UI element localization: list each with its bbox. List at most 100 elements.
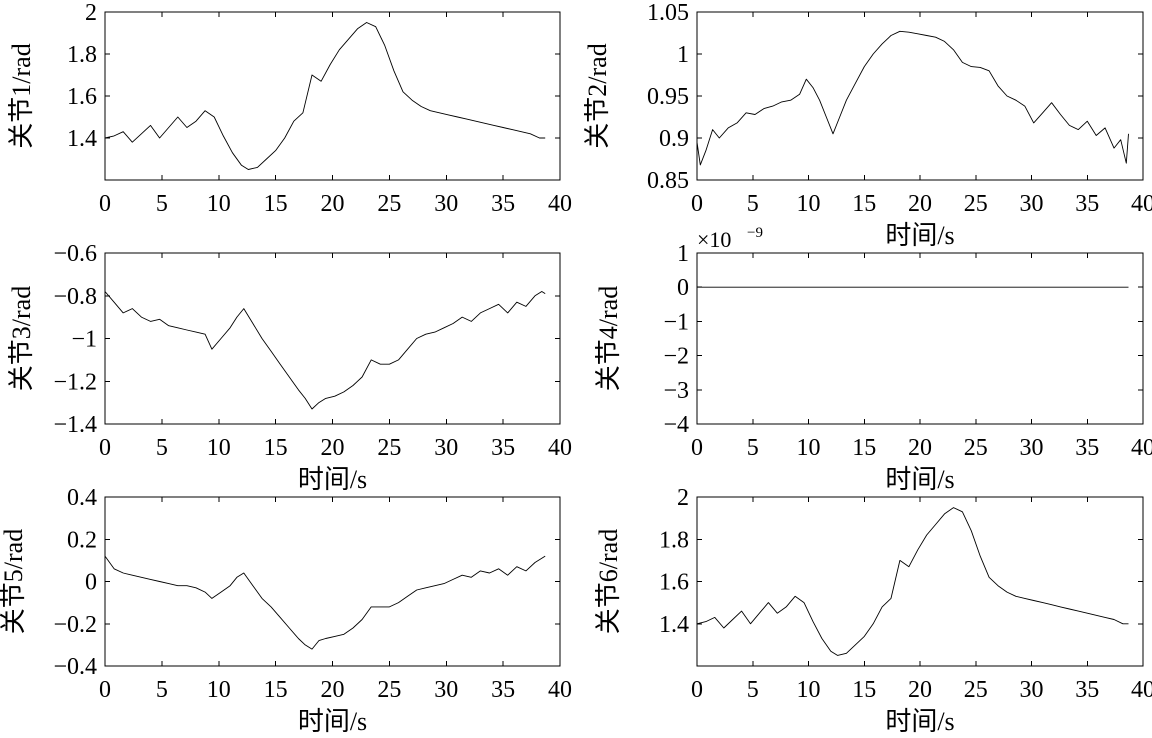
x-tick-label: 15 <box>264 435 288 461</box>
x-tick-label: 40 <box>548 677 572 703</box>
x-tick-label: 20 <box>321 677 345 703</box>
series-line <box>104 555 546 650</box>
x-tick-label: 15 <box>852 191 876 217</box>
y-tick-label: 1.4 <box>659 612 689 638</box>
y-tick-label: 0 <box>85 570 97 596</box>
x-tick-label: 30 <box>1020 191 1044 217</box>
plot-frame <box>104 496 561 667</box>
x-tick-label: 10 <box>797 191 821 217</box>
plot-frame <box>696 252 1144 425</box>
x-axis-label: 时间/s <box>298 707 367 736</box>
y-tick-label: 1.6 <box>67 84 97 110</box>
y-tick-label: −3 <box>663 378 689 404</box>
x-tick-label: 5 <box>747 191 759 217</box>
x-tick-label: 20 <box>908 677 932 703</box>
x-tick-label: 5 <box>156 677 168 703</box>
x-tick-label: 20 <box>908 435 932 461</box>
x-tick-label: 15 <box>264 677 288 703</box>
y-axis-label: 关节3/rad <box>7 286 36 391</box>
x-tick-label: 35 <box>1075 677 1099 703</box>
y-tick-label: 1.6 <box>659 570 689 596</box>
series-line <box>696 30 1129 166</box>
x-tick-label: 30 <box>1020 677 1044 703</box>
x-tick-label: 40 <box>1131 435 1152 461</box>
y-tick-label: −1.4 <box>53 412 97 438</box>
y-tick-label: 1 <box>677 42 689 68</box>
x-tick-label: 20 <box>321 191 345 217</box>
x-tick-label: 15 <box>264 191 288 217</box>
panel-5: 0 5 10 15 20 25 30 35 40 0.4 0.2 0 −0.2 −0.4 关节5/rad 时间… <box>0 485 572 736</box>
x-tick-label: 30 <box>434 677 458 703</box>
x-tick-label: 35 <box>491 435 515 461</box>
y-tick-label: −1 <box>663 309 689 335</box>
y-tick-label: 1 <box>677 241 689 267</box>
x-tick-label: 0 <box>99 191 111 217</box>
x-tick-label: 0 <box>99 435 111 461</box>
exponent-power: −9 <box>747 225 763 241</box>
y-tick-label: −2 <box>663 344 689 370</box>
x-tick-label: 10 <box>207 191 231 217</box>
y-tick-label: 1.8 <box>67 42 97 68</box>
x-tick-label: 35 <box>491 191 515 217</box>
y-tick-label: 2 <box>85 0 97 26</box>
panel-3: 0 5 10 15 20 25 30 35 40 −0.6 −0.8 −1 −1.2 −1.4 关节3/ra… <box>7 241 572 494</box>
y-tick-label: −1.2 <box>53 369 97 395</box>
x-tick-label: 10 <box>797 435 821 461</box>
y-tick-label: 0 <box>677 275 689 301</box>
y-tick-label: −0.6 <box>53 241 97 267</box>
x-tick-label: 0 <box>691 191 703 217</box>
plot-frame <box>696 496 1144 667</box>
x-tick-label: 25 <box>964 435 988 461</box>
plot-frame <box>104 252 561 425</box>
x-axis-label: 时间/s <box>885 465 954 494</box>
x-tick-label: 40 <box>1131 677 1152 703</box>
y-tick-label: −0.8 <box>53 284 97 310</box>
y-axis-label: 关节1/rad <box>7 43 36 148</box>
x-tick-label: 35 <box>1075 435 1099 461</box>
x-axis-label: 时间/s <box>298 465 367 494</box>
y-tick-label: 2 <box>677 485 689 511</box>
x-tick-label: 25 <box>964 191 988 217</box>
x-tick-label: 0 <box>99 677 111 703</box>
y-tick-label: −0.4 <box>53 654 97 680</box>
y-tick-label: 0.2 <box>67 527 97 553</box>
y-axis-label: 关节2/rad <box>583 43 612 148</box>
x-tick-label: 40 <box>548 191 572 217</box>
panel-1: 0 5 10 15 20 25 30 35 40 1.4 1.6 1.8 2 关节1/rad <box>7 0 572 217</box>
y-tick-label: 1.8 <box>659 527 689 553</box>
x-tick-label: 20 <box>321 435 345 461</box>
series-line <box>696 507 1129 656</box>
x-tick-label: 10 <box>207 677 231 703</box>
y-tick-label: 1.05 <box>647 0 689 26</box>
x-axis-label: 时间/s <box>885 221 954 250</box>
x-tick-label: 25 <box>377 191 401 217</box>
x-tick-label: 5 <box>156 191 168 217</box>
plot-frame <box>696 11 1144 181</box>
x-tick-label: 40 <box>548 435 572 461</box>
y-tick-label: 0.9 <box>659 126 689 152</box>
x-tick-label: 25 <box>964 677 988 703</box>
y-tick-label: 1.4 <box>67 126 97 152</box>
panel-2: 0 5 10 15 20 25 30 35 40 0.85 0.9 0.95 1 1.05 关节2/rad 时… <box>583 0 1152 250</box>
x-tick-label: 10 <box>207 435 231 461</box>
x-tick-label: 5 <box>747 435 759 461</box>
y-tick-label: 0.85 <box>647 168 689 194</box>
x-tick-label: 30 <box>1020 435 1044 461</box>
x-tick-label: 0 <box>691 677 703 703</box>
panel-4: 0 5 10 15 20 25 30 35 4010−1−2−3−4关节4/rad时间/s×10… <box>594 225 1152 494</box>
x-tick-label: 25 <box>377 677 401 703</box>
x-tick-label: 25 <box>377 435 401 461</box>
x-tick-label: 35 <box>491 677 515 703</box>
exponent-label: ×10 <box>697 227 731 252</box>
panel-6: 0 5 10 15 20 25 30 35 40 1.4 1.6 1.8 2 关节6/rad 时间/s <box>594 485 1152 736</box>
y-tick-label: −4 <box>663 412 689 438</box>
x-tick-label: 20 <box>908 191 932 217</box>
y-axis-label: 关节4/rad <box>594 286 623 391</box>
x-tick-label: 30 <box>434 435 458 461</box>
y-axis-label: 关节5/rad <box>0 529 28 634</box>
x-tick-label: 15 <box>852 435 876 461</box>
y-tick-label: 0.95 <box>647 84 689 110</box>
y-tick-label: −0.2 <box>53 612 97 638</box>
x-axis-label: 时间/s <box>885 707 954 736</box>
